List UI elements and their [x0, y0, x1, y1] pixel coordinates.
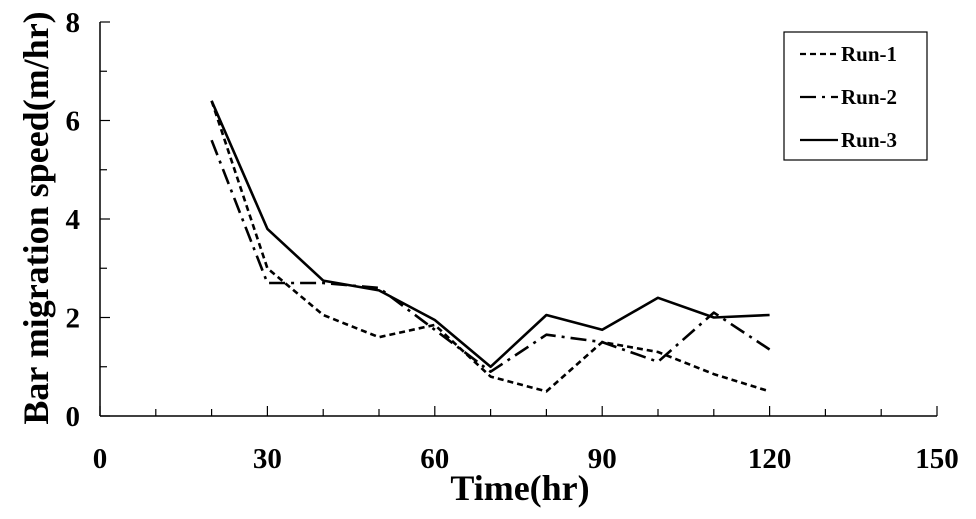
legend-label-run-2: Run-2	[841, 85, 897, 109]
ticks: 0 30 60 90 120 150 0 2 4 6 8	[66, 7, 959, 475]
x-tick-label: 120	[748, 443, 792, 475]
x-tick-label: 90	[588, 443, 617, 475]
y-axis-title: Bar migration speed(m/hr)	[16, 11, 56, 424]
series-line-run-1	[210, 100, 770, 393]
series-line-run-3	[210, 100, 770, 369]
x-tick-label: 30	[253, 443, 282, 475]
legend-label-run-1: Run-1	[841, 42, 897, 66]
series-lines	[210, 100, 771, 393]
x-tick-label: 150	[915, 443, 959, 475]
legend-label-run-3: Run-3	[841, 128, 897, 152]
series-line-run-2	[210, 139, 771, 374]
y-tick-label: 2	[66, 303, 81, 335]
legend: Run-1 Run-2 Run-3	[783, 31, 928, 161]
x-axis-title: Time(hr)	[450, 468, 589, 508]
y-tick-label: 8	[66, 7, 81, 39]
y-tick-label: 6	[66, 106, 81, 138]
x-tick-label: 60	[420, 443, 449, 475]
x-tick-label: 0	[93, 443, 108, 475]
y-tick-label: 0	[66, 401, 81, 433]
y-tick-label: 4	[66, 204, 81, 236]
